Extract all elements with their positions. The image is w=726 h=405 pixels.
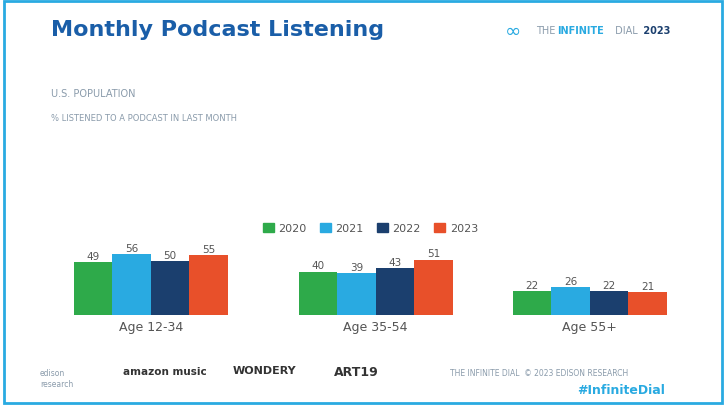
- Text: WONDERY: WONDERY: [232, 365, 296, 375]
- Bar: [74, 262, 113, 315]
- Bar: [375, 269, 414, 315]
- Text: THE INFINITE DIAL  © 2023 EDISON RESEARCH: THE INFINITE DIAL © 2023 EDISON RESEARCH: [450, 369, 629, 377]
- Text: 43: 43: [388, 258, 401, 268]
- Text: INFINITE: INFINITE: [558, 26, 604, 36]
- Legend: 2020, 2021, 2022, 2023: 2020, 2021, 2022, 2023: [258, 219, 482, 238]
- Text: THE: THE: [536, 26, 558, 36]
- Text: ∞: ∞: [505, 22, 521, 41]
- Text: #InfiniteDial: #InfiniteDial: [577, 383, 665, 396]
- Bar: [189, 256, 228, 315]
- Bar: [151, 261, 189, 315]
- Text: 39: 39: [350, 262, 363, 272]
- Text: 51: 51: [427, 249, 440, 259]
- Bar: [337, 273, 375, 315]
- Bar: [628, 292, 666, 315]
- Text: 55: 55: [202, 245, 215, 254]
- Text: 22: 22: [526, 280, 539, 290]
- Text: % LISTENED TO A PODCAST IN LAST MONTH: % LISTENED TO A PODCAST IN LAST MONTH: [51, 113, 237, 122]
- Text: 26: 26: [564, 276, 577, 286]
- Text: Monthly Podcast Listening: Monthly Podcast Listening: [51, 20, 384, 40]
- Text: 22: 22: [603, 280, 616, 290]
- Text: DIAL: DIAL: [612, 26, 637, 36]
- Bar: [414, 260, 453, 315]
- Bar: [513, 292, 551, 315]
- Text: 50: 50: [163, 250, 176, 260]
- Text: edison
research: edison research: [40, 369, 73, 388]
- Text: 40: 40: [311, 261, 325, 271]
- Text: U.S. POPULATION: U.S. POPULATION: [51, 89, 135, 99]
- Text: 49: 49: [86, 251, 99, 261]
- Text: ART19: ART19: [334, 365, 379, 378]
- Bar: [113, 254, 151, 315]
- Bar: [551, 287, 590, 315]
- Bar: [590, 292, 628, 315]
- Text: amazon music: amazon music: [123, 367, 207, 377]
- Text: 21: 21: [641, 281, 654, 292]
- Bar: [298, 272, 337, 315]
- Text: 56: 56: [125, 243, 138, 253]
- Text: 2023: 2023: [640, 26, 671, 36]
